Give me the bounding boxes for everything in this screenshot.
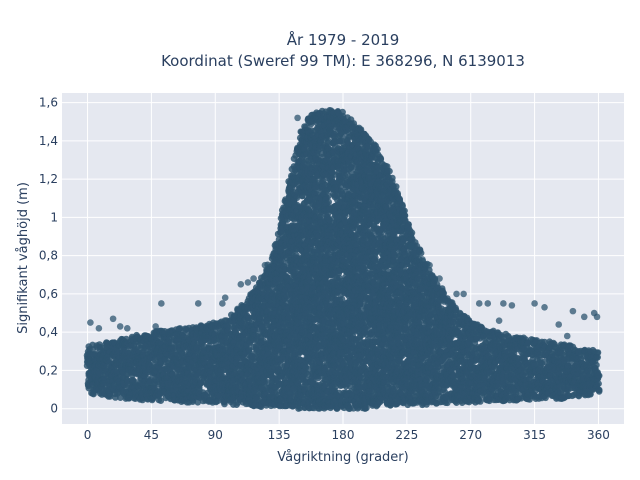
data-point <box>105 356 113 363</box>
data-points <box>83 107 603 413</box>
data-point <box>157 397 165 405</box>
data-point <box>148 396 156 404</box>
data-point <box>325 198 333 206</box>
